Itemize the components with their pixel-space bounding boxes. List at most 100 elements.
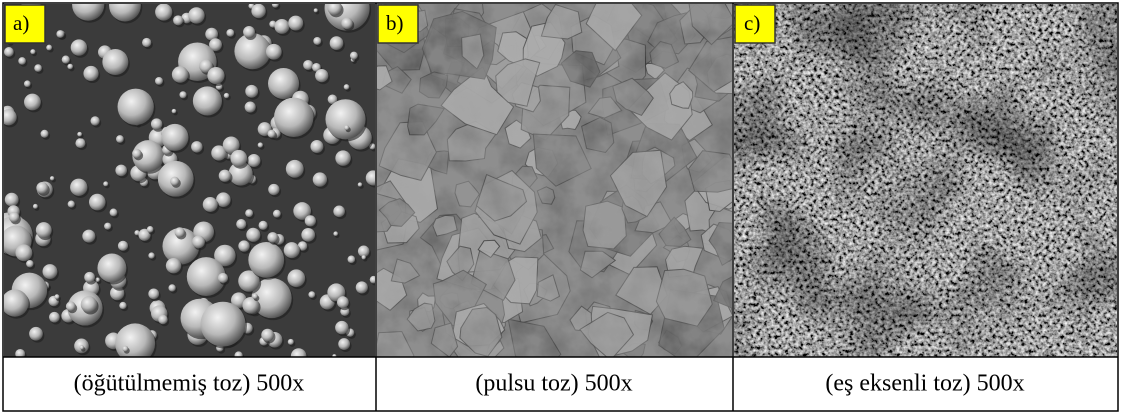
sem-image-b	[355, 0, 761, 383]
particle	[203, 197, 218, 212]
particle	[344, 125, 349, 130]
particle	[18, 57, 26, 65]
particle	[333, 206, 345, 218]
particle	[80, 345, 85, 350]
particle	[356, 281, 368, 293]
particle	[147, 226, 154, 233]
particle	[201, 302, 246, 347]
particle	[118, 89, 154, 125]
particle	[151, 118, 162, 129]
particle	[142, 38, 151, 47]
particle	[97, 254, 126, 283]
particle	[291, 348, 307, 364]
particle	[335, 150, 351, 166]
particle	[43, 264, 58, 279]
particle	[315, 69, 328, 82]
sem-image-c	[734, 4, 1117, 357]
particle	[68, 201, 75, 208]
particle	[268, 184, 279, 195]
particle	[36, 222, 52, 238]
particle	[33, 204, 38, 209]
particle	[308, 291, 315, 298]
particle	[173, 15, 183, 25]
particle	[155, 77, 163, 85]
particle	[246, 228, 260, 242]
figure: a) b) c) (öğütülmemiş toz) 500x (pulsu t…	[0, 0, 1121, 416]
particle	[84, 272, 95, 283]
particle	[245, 85, 258, 98]
particle	[224, 93, 229, 98]
particle	[314, 8, 318, 12]
particle	[54, 294, 59, 299]
particle	[230, 150, 247, 167]
sem-image-a	[0, 0, 382, 366]
particle	[70, 179, 87, 196]
particle	[170, 177, 179, 186]
particle	[193, 86, 222, 115]
caption: (eş eksenli toz) 500x	[825, 371, 1024, 397]
particle	[288, 16, 303, 31]
particle	[89, 194, 106, 211]
particle	[24, 80, 31, 87]
particle	[148, 252, 154, 258]
particle	[273, 210, 281, 218]
particle	[358, 182, 362, 186]
particle	[118, 241, 128, 251]
particle	[191, 141, 202, 152]
particle	[301, 228, 315, 242]
image-shading	[734, 4, 1117, 357]
particle	[338, 338, 350, 350]
particle	[110, 209, 118, 217]
particle	[268, 130, 276, 138]
particle	[218, 273, 228, 283]
particle	[175, 227, 185, 237]
particle	[313, 37, 321, 45]
particle	[5, 193, 19, 207]
particle	[337, 296, 349, 308]
particle	[119, 302, 126, 309]
particle	[258, 142, 263, 147]
particle	[335, 321, 348, 334]
particle	[245, 209, 253, 217]
particle	[116, 135, 124, 143]
particle	[62, 56, 70, 64]
particle	[274, 98, 313, 137]
particle	[29, 327, 43, 341]
particle	[82, 230, 95, 243]
particle	[333, 231, 338, 236]
particle	[26, 260, 33, 267]
particle	[274, 19, 289, 34]
particle	[161, 124, 188, 151]
particle	[261, 329, 274, 342]
particle	[259, 221, 268, 230]
particle	[236, 219, 246, 229]
particle	[15, 244, 32, 261]
particle	[36, 182, 48, 194]
particle	[267, 232, 278, 243]
particle	[172, 109, 177, 114]
panel-label: b)	[386, 11, 404, 35]
particle	[1, 289, 28, 316]
particle	[34, 64, 42, 72]
particle	[330, 36, 344, 50]
particle	[172, 66, 189, 83]
particle	[325, 99, 365, 139]
particle	[122, 346, 128, 352]
caption: (pulsu toz) 500x	[475, 371, 632, 397]
particle	[81, 296, 97, 312]
particle	[287, 269, 305, 287]
particle	[49, 312, 60, 323]
particle	[235, 351, 243, 359]
particle	[66, 301, 76, 311]
particle	[77, 132, 82, 137]
particle	[103, 181, 108, 186]
particle	[168, 284, 175, 291]
particle	[248, 242, 284, 278]
particle	[266, 44, 282, 60]
particle	[252, 293, 258, 299]
particle	[238, 240, 249, 251]
particle	[83, 66, 98, 81]
particle	[132, 149, 141, 158]
particle	[341, 18, 352, 29]
particle	[286, 160, 304, 178]
